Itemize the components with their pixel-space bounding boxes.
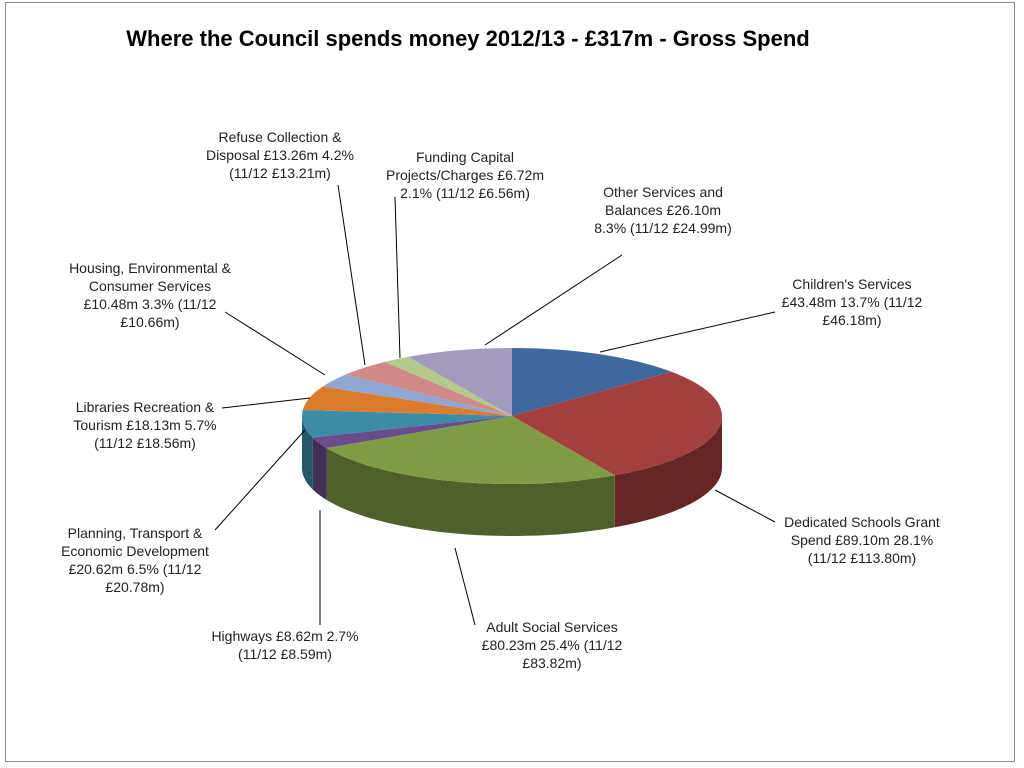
slice [345, 361, 512, 416]
slice [512, 348, 672, 416]
previous-labels: (11/12 £83.82m) [522, 637, 623, 671]
categories: Dedicated Schools Grant Spend [784, 514, 940, 548]
data-label: Funding Capital Projects/Charges £6.72m … [378, 148, 553, 202]
slice [408, 348, 512, 416]
leader-line [599, 311, 776, 353]
value-labels: £80.23m [481, 637, 537, 653]
categories: Refuse Collection & Disposal [206, 129, 342, 163]
share-labels: 4.2% [322, 147, 354, 163]
share-labels: 28.1% [893, 532, 934, 548]
previous-labels: (11/12 £46.18m) [822, 294, 923, 328]
slice [312, 416, 512, 449]
data-label: Other Services and Balances £26.10m 8.3%… [588, 183, 738, 237]
share-labels: 8.3% [594, 220, 627, 236]
data-label: Adult Social Services £80.23m 25.4% (11/… [467, 618, 637, 672]
slice [322, 374, 512, 416]
data-label: Refuse Collection & Disposal £13.26m 4.2… [195, 128, 365, 182]
slice [302, 409, 512, 438]
slice-side [302, 416, 313, 490]
value-labels: £26.10m [666, 202, 721, 218]
value-labels: £89.10m [835, 532, 890, 548]
previous-labels: (11/12 £20.78m) [105, 561, 202, 595]
chart-frame [5, 2, 1015, 762]
previous-labels: (11/12 £10.66m) [120, 296, 217, 330]
previous-labels: (11/12 £18.56m) [94, 435, 196, 451]
share-labels: 13.7% [840, 294, 880, 310]
leader-line [484, 254, 623, 346]
share-labels: 5.7% [184, 417, 217, 433]
value-labels: £43.48m [781, 294, 837, 310]
chart-title: Where the Council spends money 2012/13 -… [126, 26, 810, 51]
categories: Adult Social Services [486, 619, 618, 635]
data-label: Housing, Environmental & Consumer Servic… [60, 259, 240, 331]
share-labels: 25.4% [540, 637, 580, 653]
data-label: Children's Services £43.48m 13.7% (11/12… [767, 275, 937, 329]
categories: Other Services and Balances [603, 184, 723, 218]
value-labels: £8.62m [276, 628, 323, 644]
data-label: Libraries Recreation & Tourism £18.13m 5… [63, 398, 228, 452]
data-label: Highways £8.62m 2.7% (11/12 £8.59m) [200, 627, 370, 663]
previous-labels: (11/12 £113.80m) [807, 550, 917, 566]
share-labels: 6.5% [126, 561, 159, 577]
leader-line [714, 489, 776, 523]
leader-line [224, 311, 326, 376]
slice [384, 356, 512, 416]
slice-side [614, 416, 722, 528]
categories: Planning, Transport & Economic Developme… [61, 525, 209, 559]
categories: Highways [211, 628, 273, 644]
previous-labels: (11/12 £6.56m) [435, 185, 530, 201]
slice [326, 416, 615, 485]
categories: Funding Capital Projects/Charges [386, 149, 515, 183]
leader-line [394, 196, 401, 359]
leader-line [214, 429, 306, 531]
previous-labels: (11/12 £8.59m) [238, 646, 332, 662]
previous-labels: (11/12 £13.21m) [229, 165, 331, 181]
slice-side [312, 437, 327, 501]
categories: Housing, Environmental & Consumer Servic… [69, 260, 231, 294]
value-labels: £13.26m [263, 147, 319, 163]
leader-line [221, 397, 311, 409]
share-labels: 3.3% [141, 296, 174, 312]
categories: Libraries Recreation & Tourism [73, 399, 215, 433]
slice [512, 371, 723, 476]
leader-line [454, 547, 476, 626]
slice [302, 386, 512, 416]
value-labels: £18.13m [126, 417, 181, 433]
data-label: Planning, Transport & Economic Developme… [48, 524, 223, 596]
share-labels: 2.1% [400, 185, 433, 201]
share-labels: 2.7% [326, 628, 359, 644]
previous-labels: (11/12 £24.99m) [630, 220, 732, 236]
value-labels: £6.72m [497, 167, 544, 183]
categories: Children's Services [792, 276, 912, 292]
leader-line [337, 184, 366, 366]
slice-side [326, 448, 615, 536]
value-labels: £10.48m [83, 296, 139, 312]
data-label: Dedicated Schools Grant Spend £89.10m 28… [772, 513, 952, 567]
value-labels: £20.62m [68, 561, 124, 577]
